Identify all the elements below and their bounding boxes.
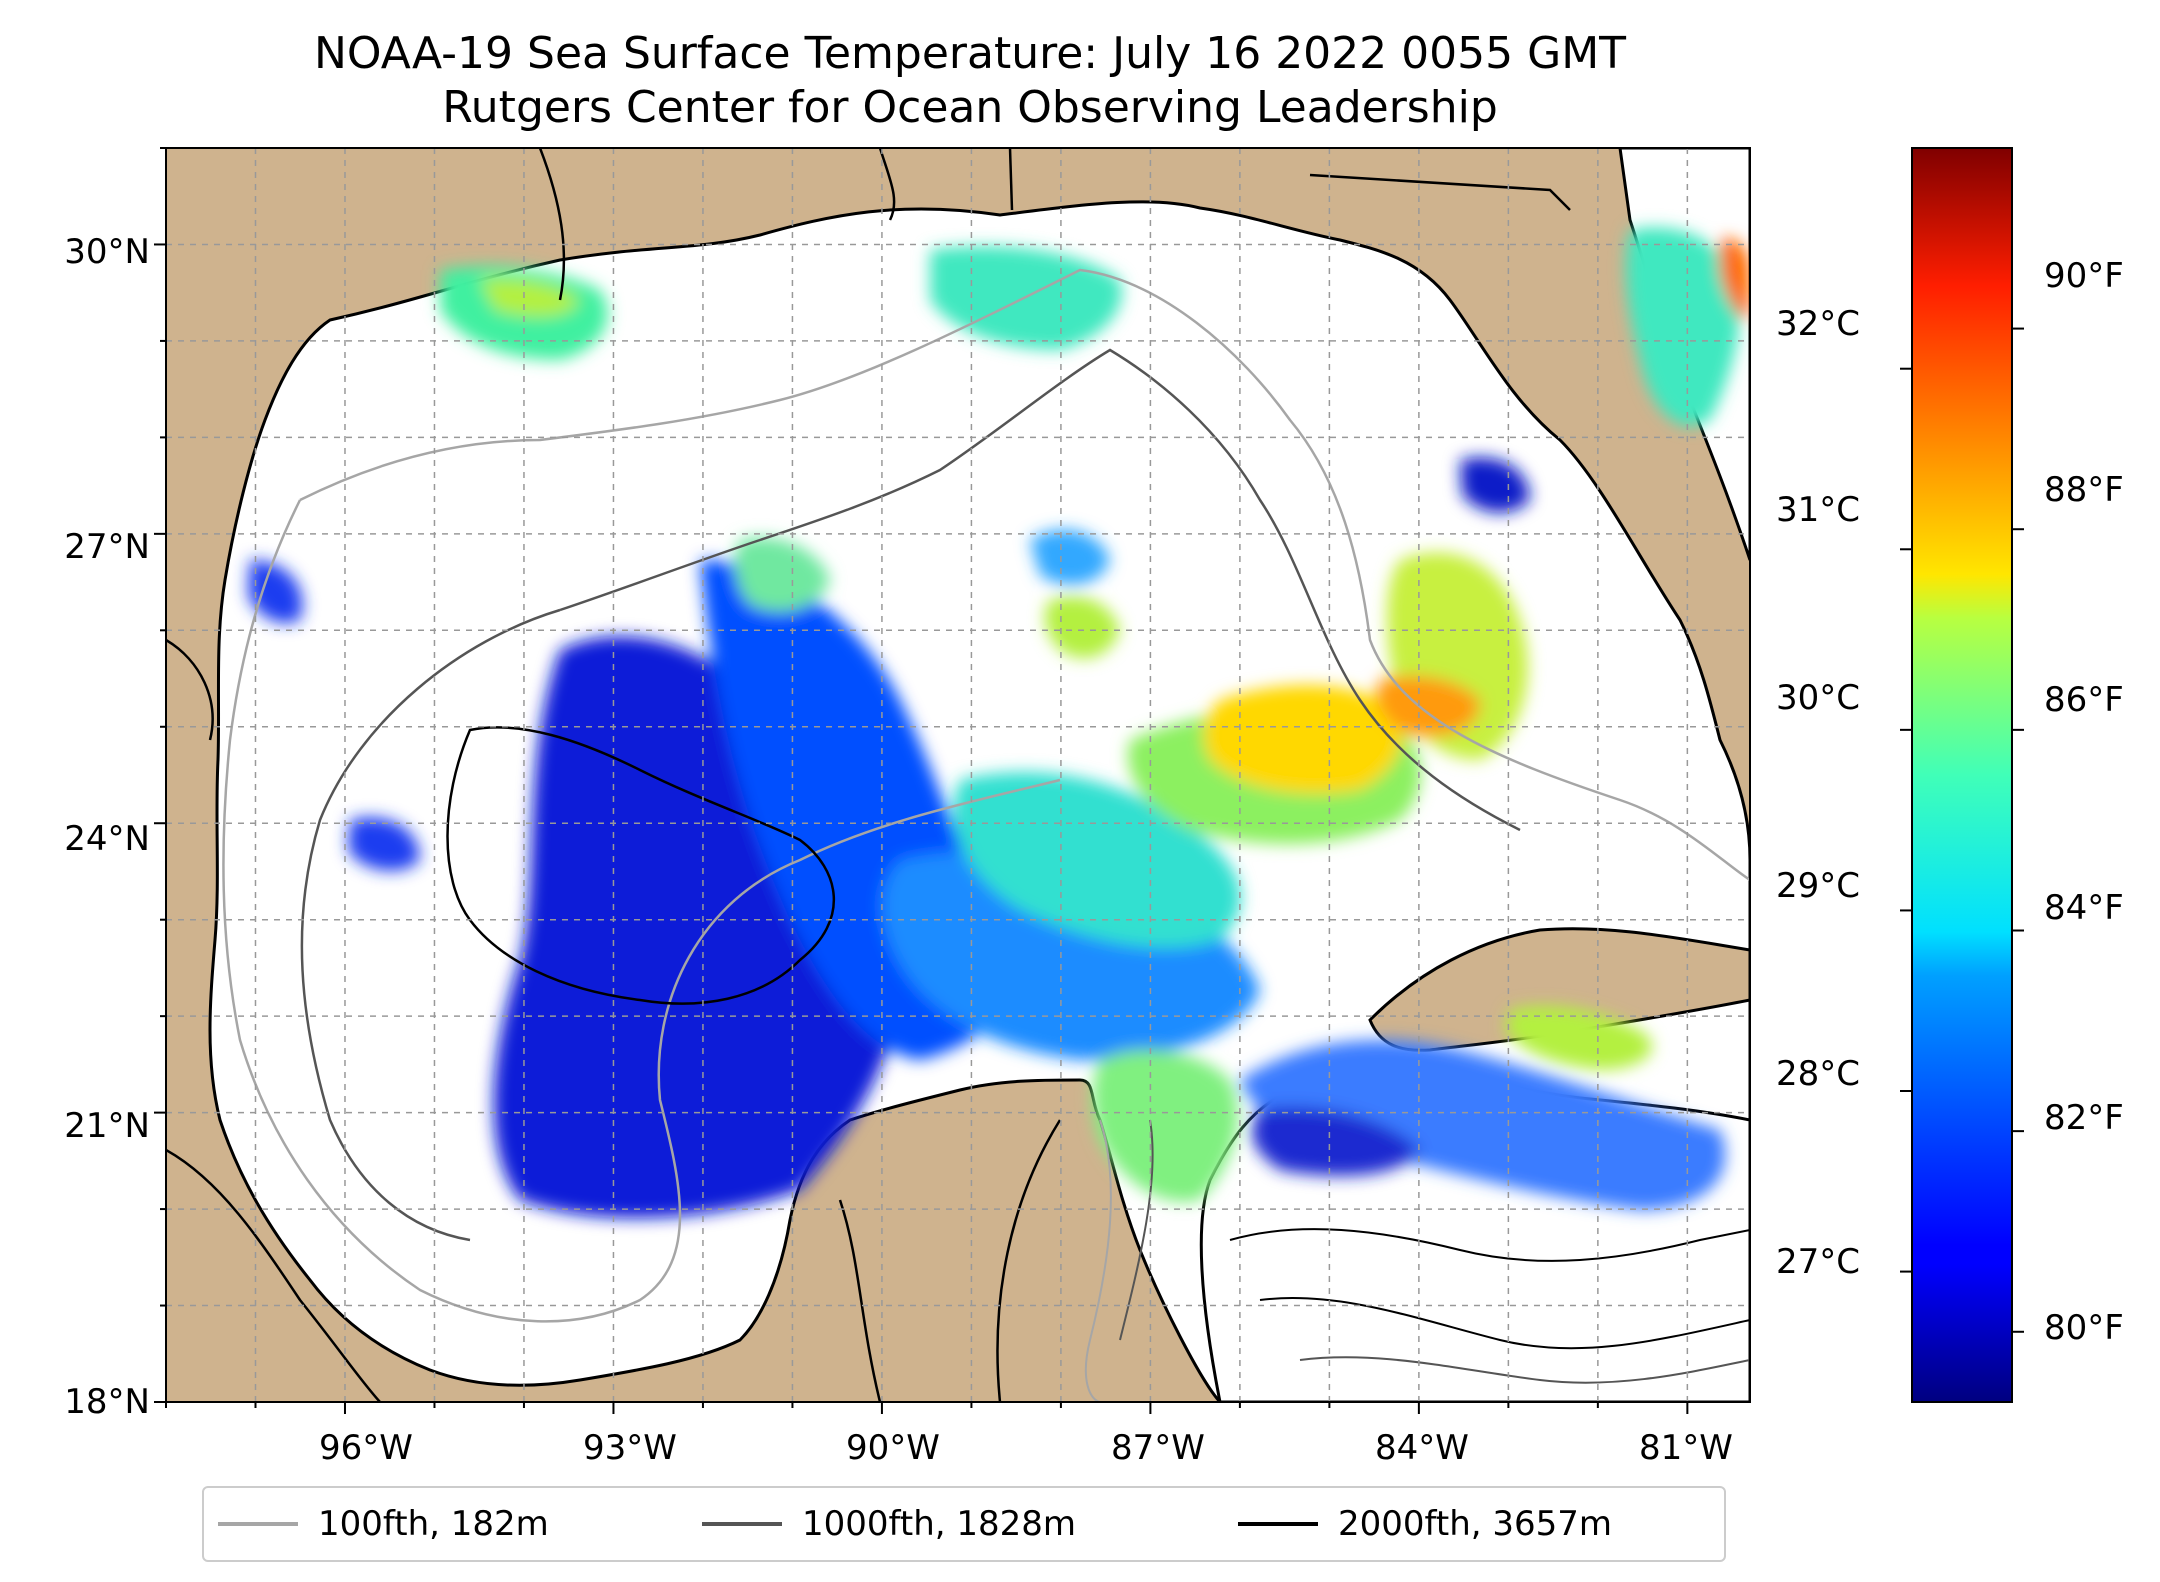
map-title: NOAA-19 Sea Surface Temperature: July 16… (313, 28, 1627, 79)
map-subtitle: Rutgers Center for Ocean Observing Leade… (442, 82, 1498, 133)
colorbar-fahrenheit-label: 90°F (2044, 256, 2124, 296)
colorbar-fahrenheit-label: 88°F (2044, 470, 2124, 510)
lon-tick-label: 93°W (583, 1428, 677, 1468)
legend-label: 2000fth, 3657m (1338, 1504, 1613, 1544)
legend-line-swatch (1238, 1522, 1318, 1526)
legend-label: 1000fth, 1828m (802, 1504, 1077, 1544)
lat-tick-label: 18°N (64, 1382, 150, 1422)
map-tick-marks (154, 147, 1689, 1414)
colorbar-fahrenheit-label: 84°F (2044, 888, 2124, 928)
gridlines (166, 148, 1750, 1402)
colorbar-celsius-label: 32°C (1776, 304, 1861, 344)
contour-legend: 100fth, 182m 1000fth, 1828m 2000fth, 365… (202, 1486, 1726, 1562)
legend-label: 100fth, 182m (318, 1504, 549, 1544)
lon-tick-label: 84°W (1375, 1428, 1469, 1468)
lon-tick-label: 90°W (846, 1428, 940, 1468)
map-frame (165, 147, 1751, 1403)
legend-line-swatch (702, 1522, 782, 1526)
colorbar-celsius-label: 27°C (1776, 1242, 1861, 1282)
colorbar-celsius-label: 31°C (1776, 490, 1861, 530)
colorbar-celsius-label: 28°C (1776, 1054, 1861, 1094)
lat-tick-label: 30°N (64, 232, 150, 272)
legend-line-swatch (218, 1522, 298, 1526)
political-borders (166, 148, 1571, 1402)
colorbar-fahrenheit-label: 86°F (2044, 680, 2124, 720)
lat-tick-label: 27°N (64, 527, 150, 567)
colorbar-fahrenheit-label: 80°F (2044, 1308, 2124, 1348)
colorbar-fahrenheit-label: 82°F (2044, 1098, 2124, 1138)
lat-tick-label: 24°N (64, 819, 150, 859)
legend-item: 1000fth, 1828m (702, 1488, 1076, 1560)
legend-item: 100fth, 182m (218, 1488, 549, 1560)
legend-item: 2000fth, 3657m (1238, 1488, 1612, 1560)
lon-tick-label: 96°W (319, 1428, 413, 1468)
colorbar-celsius-label: 30°C (1776, 678, 1861, 718)
lon-tick-label: 87°W (1111, 1428, 1205, 1468)
sst-field (248, 227, 1750, 1219)
colorbar (1911, 147, 2013, 1403)
lat-tick-label: 21°N (64, 1106, 150, 1146)
colorbar-celsius-label: 29°C (1776, 866, 1861, 906)
colorbar-ticks (1900, 327, 2024, 1333)
lon-tick-label: 81°W (1639, 1428, 1733, 1468)
